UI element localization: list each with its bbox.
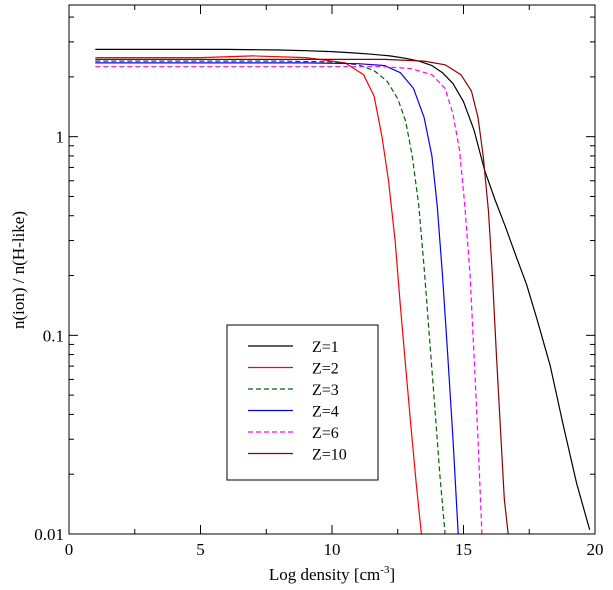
series-layer [95, 48, 591, 535]
legend-label: Z=3 [312, 382, 339, 399]
legend-label: Z=2 [312, 361, 339, 378]
legend-box [226, 324, 379, 481]
x-tick-label: 10 [324, 540, 341, 559]
y-axis-title: n(ion) / n(H-like) [9, 211, 28, 329]
y-tick-label: 0.01 [34, 525, 64, 544]
x-tick-label: 20 [587, 540, 604, 559]
x-tick-label: 0 [65, 540, 74, 559]
series-line-z-10 [95, 58, 509, 535]
x-tick-label: 5 [196, 540, 205, 559]
legend-label: Z=6 [312, 425, 339, 442]
y-tick-label: 1 [56, 128, 65, 147]
series-line-z-1 [95, 48, 591, 530]
series-line-z-3 [95, 60, 446, 535]
legend-label: Z=10 [312, 447, 347, 464]
series-line-z-6 [95, 66, 483, 535]
x-tick-label: 15 [455, 540, 472, 559]
x-axis-title: Log density [cm-3] [269, 564, 395, 584]
series-line-z-4 [95, 62, 459, 535]
legend: Z=1 Z=2 Z=3 Z=4 Z=6 Z=10 [226, 324, 379, 481]
series-line-z-2 [95, 55, 422, 535]
ticks-layer: 0 5 10 15 20 0.01 0.1 1 [34, 5, 604, 559]
legend-label: Z=1 [312, 339, 339, 356]
legend-label: Z=4 [312, 404, 339, 421]
y-tick-label: 0.1 [43, 326, 64, 345]
